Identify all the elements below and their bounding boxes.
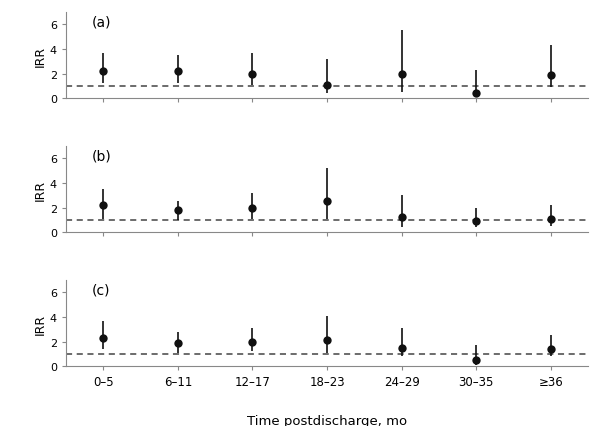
Text: Time postdischarge, mo: Time postdischarge, mo: [247, 414, 407, 426]
Text: (c): (c): [92, 283, 110, 296]
Text: (a): (a): [92, 15, 112, 29]
Y-axis label: IRR: IRR: [34, 179, 47, 200]
Y-axis label: IRR: IRR: [34, 45, 47, 66]
Y-axis label: IRR: IRR: [34, 313, 47, 334]
Text: (b): (b): [92, 149, 112, 163]
